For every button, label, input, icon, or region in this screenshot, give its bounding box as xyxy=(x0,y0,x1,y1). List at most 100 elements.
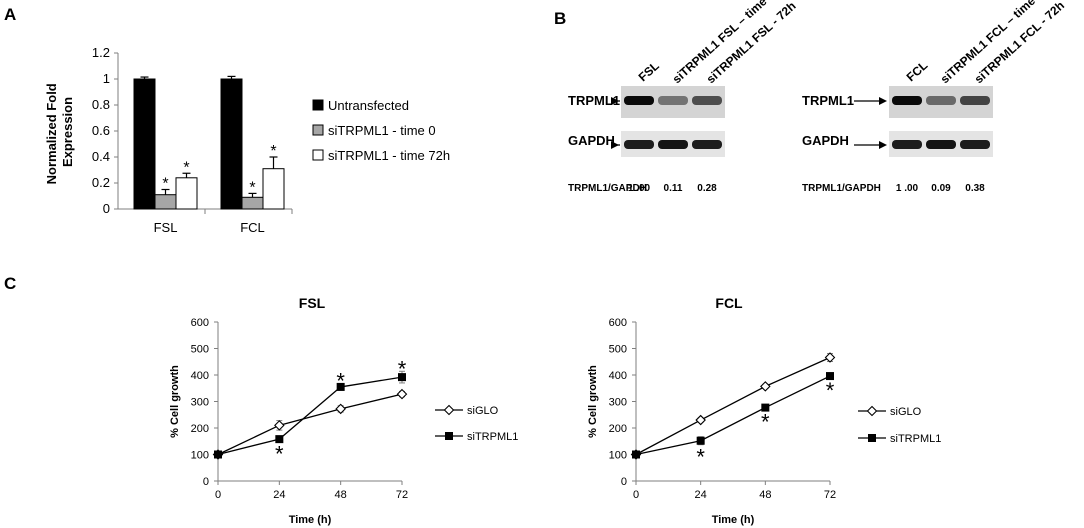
bar-chart-panel-a: Normalized Fold Expression 0 0.2 0.4 0.6 0.8… xyxy=(44,45,450,235)
blot-arrowhead xyxy=(611,141,619,149)
blot-arrowhead xyxy=(879,141,887,149)
line-y-tick-label: 0 xyxy=(621,476,627,488)
line-x-tick-label: 24 xyxy=(273,489,285,501)
blot-band xyxy=(892,140,922,149)
line-point-siGLO xyxy=(335,403,346,415)
line-point-siTRPML1 xyxy=(696,436,705,445)
panel-label-b: B xyxy=(554,9,566,28)
bar xyxy=(175,177,198,210)
bar-y-axis-title-line1: Normalized Fold xyxy=(44,83,59,184)
line-series-siTRPML1 xyxy=(217,376,403,456)
legend-label: siTRPML1 - time 72h xyxy=(328,148,450,163)
blot-arrowhead xyxy=(879,97,887,105)
line-chart-title: FSL xyxy=(299,295,326,311)
bar xyxy=(220,78,243,210)
line-point-siTRPML1 xyxy=(826,372,834,381)
line-chart-fsl: FSL % Cell growth Time (h) 0 100 200 300 400 500… xyxy=(169,295,518,526)
blot-ratio-value: 0.38 xyxy=(965,183,985,194)
blot-band xyxy=(892,96,922,105)
significance-star: * xyxy=(275,441,284,466)
line-point-siGLO xyxy=(824,352,836,363)
line-point-siTRPML1 xyxy=(761,403,770,412)
blot-band xyxy=(624,96,654,105)
bar-y-tick-label: 0.8 xyxy=(92,97,110,112)
blot-protein-label: TRPML1 xyxy=(802,93,854,108)
legend-label: Untransfected xyxy=(328,98,409,113)
blot-protein-label: TRPML1 xyxy=(568,93,620,108)
blot-band xyxy=(658,140,688,149)
blot-band xyxy=(692,140,722,149)
significance-star: * xyxy=(270,143,276,160)
line-legend-label: siTRPML1 xyxy=(467,431,518,443)
bar-category-label: FSL xyxy=(154,220,178,235)
blot-band xyxy=(926,96,956,105)
line-point-siGLO xyxy=(396,388,408,400)
line-point-siGLO xyxy=(274,420,285,431)
significance-star: * xyxy=(398,356,407,381)
bar xyxy=(133,78,156,210)
bar-y-tick-label: 0.2 xyxy=(92,175,110,190)
blot-lane-label: FSL xyxy=(636,59,662,85)
blot-ratio-value: 1 .00 xyxy=(628,183,651,194)
bar-y-axis-title-line2: Expression xyxy=(60,97,75,167)
legend-swatch xyxy=(312,99,324,111)
blot-band xyxy=(658,96,688,105)
blot-ratio-value: 1 .00 xyxy=(896,183,919,194)
line-legend-marker xyxy=(866,405,878,417)
line-point-siTRPML1 xyxy=(336,382,345,391)
bar-y-tick-label: 0.4 xyxy=(92,149,110,164)
bar xyxy=(262,168,285,210)
line-x-tick-label: 72 xyxy=(824,489,836,501)
bar xyxy=(154,194,177,210)
legend-swatch xyxy=(312,149,324,161)
line-x-tick-label: 72 xyxy=(396,489,408,501)
line-legend-marker xyxy=(868,434,876,442)
line-legend-marker xyxy=(445,432,453,440)
line-y-tick-label: 600 xyxy=(609,317,627,329)
line-y-tick-label: 500 xyxy=(609,344,627,356)
line-x-axis-title: Time (h) xyxy=(712,514,755,526)
line-legend-label: siTRPML1 xyxy=(890,433,941,445)
line-y-tick-label: 500 xyxy=(191,344,209,356)
line-chart-title: FCL xyxy=(715,295,743,311)
line-point-siTRPML1 xyxy=(275,435,284,444)
line-chart-fcl: FCL % Cell growth Time (h) 0 100 200 300 400 500… xyxy=(587,295,941,526)
line-y-tick-label: 400 xyxy=(609,370,627,382)
line-y-tick-label: 400 xyxy=(191,370,209,382)
line-x-tick-label: 0 xyxy=(215,489,221,501)
line-x-axis-title: Time (h) xyxy=(289,514,332,526)
blot-band xyxy=(692,96,722,105)
significance-star: * xyxy=(336,369,345,394)
significance-star: * xyxy=(826,378,835,403)
legend-swatch xyxy=(312,124,324,136)
line-y-axis-title: % Cell growth xyxy=(169,365,181,438)
line-y-tick-label: 300 xyxy=(191,397,209,409)
blot-band xyxy=(960,140,990,149)
line-series-siGLO xyxy=(635,356,831,456)
line-series-siTRPML1 xyxy=(635,375,831,456)
line-y-tick-label: 200 xyxy=(191,423,209,435)
bar-y-tick-label: 1 xyxy=(103,71,110,86)
bar-y-tick-label: 0 xyxy=(103,201,110,216)
line-x-tick-label: 24 xyxy=(695,489,707,501)
line-y-tick-label: 100 xyxy=(609,450,627,462)
bar-y-tick-label: 0.6 xyxy=(92,123,110,138)
bar-y-axis-title: Normalized Fold Expression xyxy=(44,80,75,185)
line-x-tick-label: 0 xyxy=(633,489,639,501)
line-y-tick-label: 300 xyxy=(609,397,627,409)
line-y-tick-label: 600 xyxy=(191,317,209,329)
panel-label-a: A xyxy=(4,5,16,24)
line-point-siGLO xyxy=(760,381,771,392)
significance-star: * xyxy=(696,445,705,470)
line-y-tick-label: 0 xyxy=(203,476,209,488)
line-y-tick-label: 100 xyxy=(191,450,209,462)
blot-protein-label: GAPDH xyxy=(802,133,849,148)
blot-arrowhead xyxy=(611,97,619,105)
blot-band xyxy=(960,96,990,105)
significance-star: * xyxy=(761,410,770,435)
significance-star: * xyxy=(183,159,189,176)
line-x-tick-label: 48 xyxy=(759,489,771,501)
bar-category-label: FCL xyxy=(240,220,265,235)
